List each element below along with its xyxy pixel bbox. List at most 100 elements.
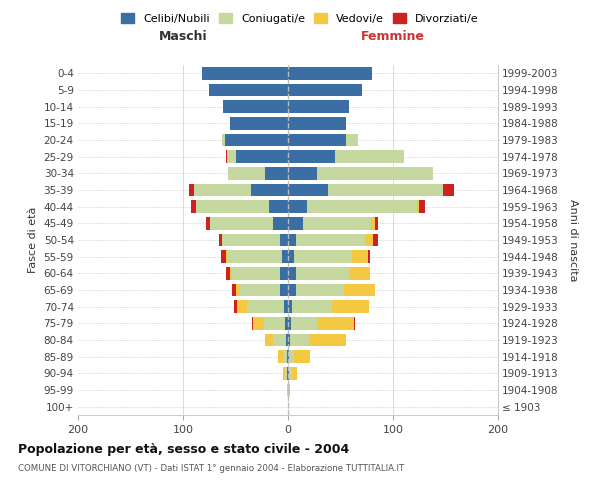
Bar (277, 350, 283, 363)
Bar (375, 217, 379, 230)
Bar (232, 284, 235, 296)
Bar (288, 300, 292, 313)
Bar (206, 217, 210, 230)
Bar (230, 117, 288, 130)
Bar (190, 184, 193, 196)
Bar (252, 317, 253, 330)
Bar (283, 350, 287, 363)
Bar (288, 384, 289, 396)
Bar (282, 250, 288, 263)
Bar (288, 217, 303, 230)
Legend: Celibi/Nubili, Coniugati/e, Vedovi/e, Divorziati/e: Celibi/Nubili, Coniugati/e, Vedovi/e, Di… (119, 10, 481, 26)
Bar (209, 84, 288, 96)
Bar (289, 384, 290, 396)
Bar (221, 250, 226, 263)
Bar (218, 234, 222, 246)
Bar (285, 367, 287, 380)
Bar (191, 200, 196, 213)
Bar (225, 134, 288, 146)
Bar (288, 284, 296, 296)
Bar (288, 184, 328, 196)
Bar (296, 267, 349, 280)
Bar (419, 200, 425, 213)
Bar (253, 317, 264, 330)
Bar (288, 267, 296, 280)
Bar (309, 334, 346, 346)
Bar (287, 367, 288, 380)
Bar (289, 367, 292, 380)
Bar (247, 300, 284, 313)
Bar (280, 284, 288, 296)
Y-axis label: Fasce di età: Fasce di età (28, 207, 38, 273)
Bar (288, 117, 346, 130)
Bar (235, 150, 288, 163)
Bar (288, 100, 349, 113)
Bar (365, 234, 373, 246)
Bar (303, 217, 371, 230)
Text: Maschi: Maschi (158, 30, 208, 43)
Bar (443, 184, 454, 196)
Bar (295, 350, 310, 363)
Bar (289, 350, 295, 363)
Bar (307, 200, 417, 213)
Text: Femmine: Femmine (361, 30, 425, 43)
Bar (235, 300, 236, 313)
Text: COMUNE DI VITORCHIANO (VT) - Dati ISTAT 1° gennaio 2004 - Elaborazione TUTTITALI: COMUNE DI VITORCHIANO (VT) - Dati ISTAT … (18, 464, 404, 473)
Bar (288, 67, 372, 80)
Bar (222, 134, 225, 146)
Bar (296, 284, 344, 296)
Bar (211, 217, 274, 230)
Bar (226, 267, 230, 280)
Bar (373, 234, 379, 246)
Y-axis label: Anni di nascita: Anni di nascita (568, 198, 578, 281)
Bar (223, 100, 288, 113)
Bar (292, 367, 298, 380)
Bar (349, 267, 370, 280)
Bar (287, 384, 288, 396)
Bar (335, 150, 404, 163)
Bar (288, 317, 291, 330)
Bar (288, 134, 346, 146)
Bar (296, 234, 365, 246)
Bar (288, 234, 296, 246)
Bar (202, 67, 288, 80)
Bar (344, 284, 375, 296)
Bar (288, 84, 361, 96)
Text: Popolazione per età, sesso e stato civile - 2004: Popolazione per età, sesso e stato civil… (18, 442, 349, 456)
Bar (240, 284, 280, 296)
Bar (269, 200, 288, 213)
Bar (317, 167, 433, 179)
Bar (287, 350, 288, 363)
Bar (295, 250, 352, 263)
Bar (265, 334, 274, 346)
Bar (265, 167, 288, 179)
Bar (368, 250, 370, 263)
Bar (290, 334, 309, 346)
Bar (196, 200, 269, 213)
Bar (226, 250, 227, 263)
Bar (371, 217, 375, 230)
Bar (227, 250, 282, 263)
Bar (280, 234, 288, 246)
Bar (317, 317, 354, 330)
Bar (251, 184, 288, 196)
Bar (232, 267, 280, 280)
Bar (286, 334, 288, 346)
Bar (228, 167, 265, 179)
Bar (288, 200, 307, 213)
Bar (354, 317, 355, 330)
Bar (264, 317, 285, 330)
Bar (193, 184, 251, 196)
Bar (288, 367, 289, 380)
Bar (235, 284, 240, 296)
Bar (346, 134, 358, 146)
Bar (280, 267, 288, 280)
Bar (352, 250, 368, 263)
Bar (226, 150, 227, 163)
Bar (332, 300, 369, 313)
Bar (285, 317, 288, 330)
Bar (230, 267, 232, 280)
Bar (274, 217, 288, 230)
Bar (328, 184, 443, 196)
Bar (417, 200, 419, 213)
